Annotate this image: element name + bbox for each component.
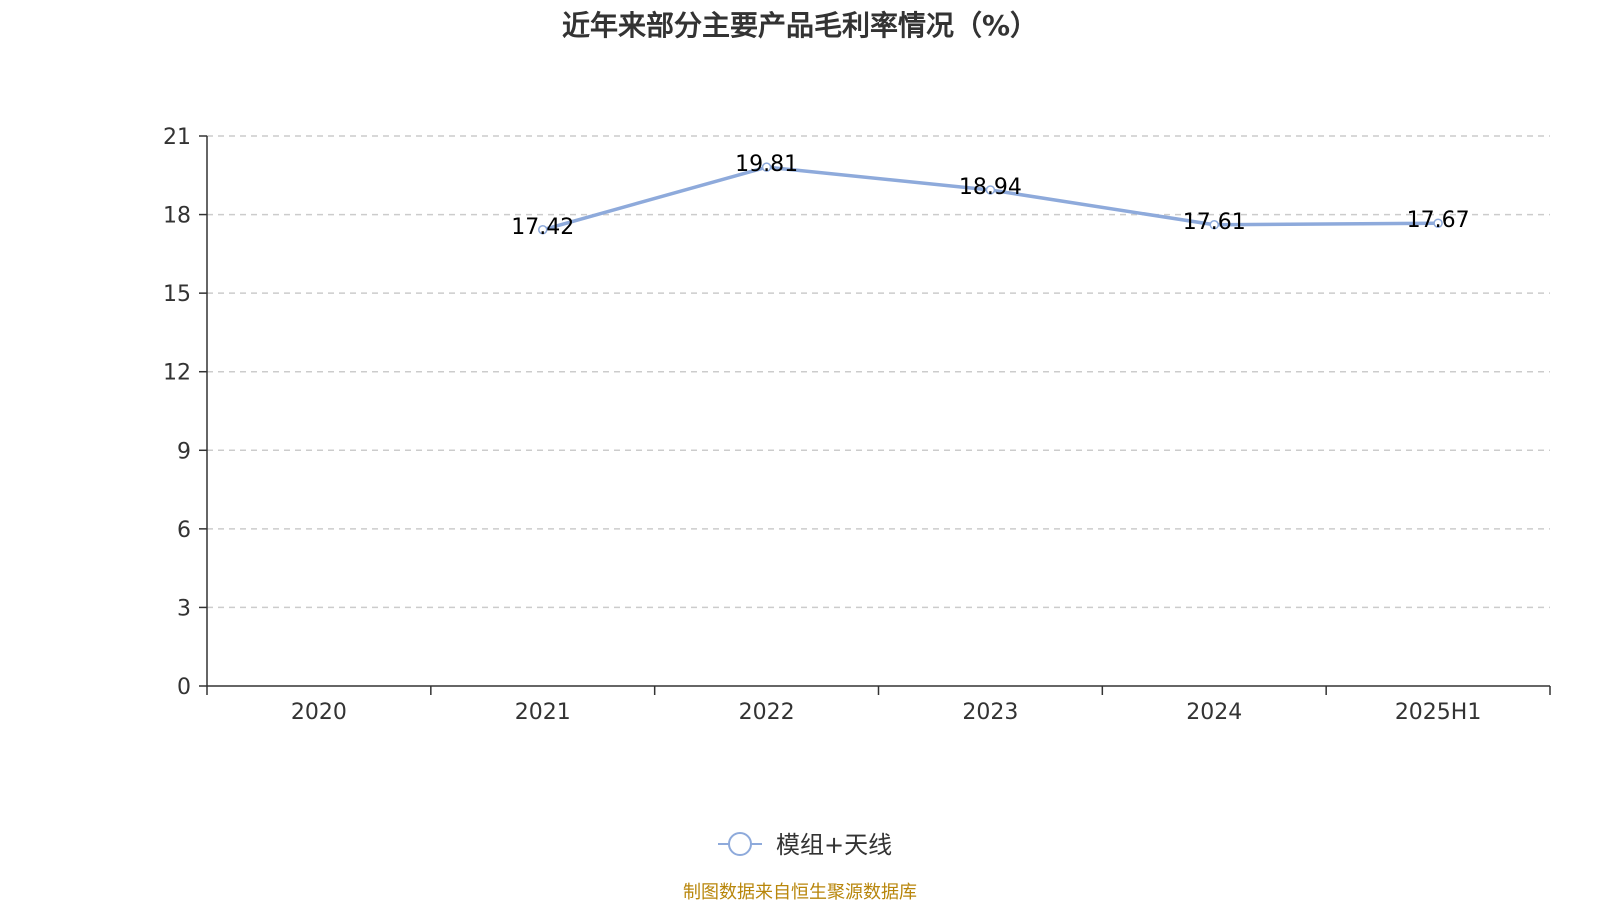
x-tick-label: 2023 (962, 700, 1018, 725)
x-tick-label: 2024 (1186, 700, 1242, 725)
data-label: 17.67 (1407, 208, 1470, 233)
source-note: 制图数据来自恒生聚源数据库 (683, 882, 917, 903)
data-point[interactable] (761, 162, 772, 172)
grid-lines (207, 135, 1550, 609)
data-label: 17.42 (511, 215, 574, 240)
y-tick-label: 12 (163, 361, 191, 386)
x-tick-label: 2021 (515, 700, 571, 725)
data-label: 18.94 (959, 175, 1022, 200)
y-tick-label: 6 (177, 518, 191, 543)
x-tick-label: 2022 (739, 700, 795, 725)
x-tick-label: 2020 (291, 700, 347, 725)
x-axis-ticks: 2020 2021 2022 2023 2024 2025H1 (206, 686, 1551, 725)
data-point[interactable] (1209, 220, 1219, 230)
data-point[interactable] (1433, 218, 1443, 228)
series (538, 162, 1443, 235)
axes (206, 136, 1550, 687)
data-label: 17.61 (1183, 210, 1246, 235)
y-tick-label: 18 (163, 204, 191, 229)
y-tick-label: 3 (177, 596, 191, 621)
data-point[interactable] (985, 185, 996, 195)
y-axis-ticks: 0 3 6 9 12 15 18 21 (163, 125, 207, 700)
data-label: 19.81 (735, 152, 798, 177)
chart-title: 近年来部分主要产品毛利率情况（%） (561, 9, 1039, 42)
data-point[interactable] (538, 225, 548, 235)
y-tick-label: 21 (163, 125, 191, 150)
data-labels: 17.42 19.81 18.94 17.61 17.67 (511, 152, 1469, 240)
legend-label[interactable]: 模组+天线 (776, 831, 892, 859)
legend-marker[interactable] (728, 832, 752, 856)
legend[interactable]: 模组+天线 (718, 831, 892, 859)
y-tick-label: 15 (163, 282, 191, 307)
y-tick-label: 9 (177, 439, 191, 464)
x-tick-label: 2025H1 (1395, 700, 1482, 725)
y-tick-label: 0 (177, 675, 191, 700)
